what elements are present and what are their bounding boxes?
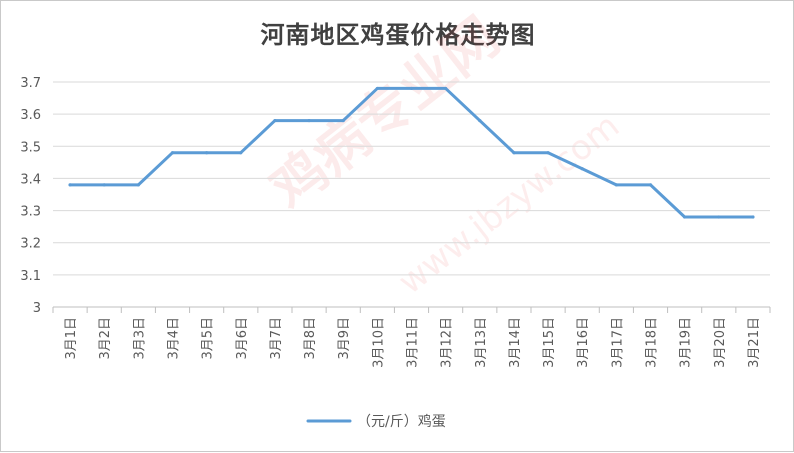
data-point: [239, 151, 243, 155]
data-point: [136, 183, 140, 187]
series-group: [68, 86, 755, 219]
legend-label: （元/斤）鸡蛋: [357, 413, 446, 430]
y-tick-label: 3.7: [20, 76, 41, 91]
y-axis-ticks: 3 3.1 3.2 3.3 3.4 3.5 3.6 3.7: [20, 76, 41, 316]
x-tick-label: 3月8日: [303, 317, 318, 360]
x-tick-label: 3月19日: [679, 317, 694, 368]
x-tick-label: 3月17日: [610, 317, 625, 368]
data-point: [444, 86, 448, 91]
x-tick-label: 3月5日: [201, 317, 216, 360]
x-tick-label: 3月15日: [542, 317, 557, 368]
data-point: [205, 151, 209, 155]
y-tick-label: 3.2: [20, 237, 41, 252]
x-tick-label: 3月3日: [132, 317, 147, 360]
data-point: [546, 151, 550, 155]
x-tick-label: 3月21日: [747, 317, 762, 368]
x-tick-label: 3月9日: [337, 317, 352, 360]
x-tick-label: 3月12日: [440, 317, 455, 368]
data-point: [648, 183, 653, 187]
legend: （元/斤）鸡蛋: [306, 413, 446, 430]
data-point: [580, 167, 584, 171]
data-point: [375, 86, 379, 91]
y-tick-label: 3.4: [20, 172, 41, 187]
y-tick-label: 3.6: [20, 108, 41, 123]
y-tick-label: 3.1: [20, 269, 41, 284]
data-point: [341, 118, 345, 123]
x-tick-label: 3月6日: [235, 317, 250, 360]
data-point: [409, 86, 414, 91]
chart-title: 河南地区鸡蛋价格走势图: [260, 20, 536, 49]
x-tick-label: 3月13日: [474, 317, 489, 368]
gridlines: [53, 81, 770, 276]
x-axis: 3月1日 3月2日 3月3日 3月4日 3月5日 3月6日 3月7日 3月8日 3月9日 3月10…: [52, 306, 771, 368]
data-point: [614, 183, 618, 187]
x-tick-label: 3月14日: [508, 317, 523, 368]
x-tick-label: 3月18日: [645, 317, 660, 368]
data-point: [683, 215, 687, 219]
x-tick-label: 3月2日: [98, 317, 113, 360]
x-tick-label: 3月20日: [713, 317, 728, 368]
data-point: [273, 118, 277, 123]
data-point: [751, 215, 755, 219]
x-tick-label: 3月11日: [406, 317, 421, 368]
data-point: [68, 183, 72, 187]
y-tick-label: 3.5: [20, 140, 41, 155]
data-point: [170, 151, 175, 155]
x-tick-label: 3月1日: [64, 317, 79, 360]
y-tick-label: 3.3: [20, 205, 41, 220]
data-point: [717, 215, 721, 219]
data-point: [478, 118, 482, 123]
x-tick-label: 3月7日: [269, 317, 284, 360]
x-tick-label: 3月10日: [371, 317, 386, 368]
data-point: [512, 151, 516, 155]
x-tick-label: 3月16日: [576, 317, 591, 368]
x-tick-label: 3月4日: [167, 317, 182, 360]
data-point: [102, 183, 106, 187]
data-point: [307, 118, 311, 123]
y-tick-label: 3: [33, 301, 41, 316]
